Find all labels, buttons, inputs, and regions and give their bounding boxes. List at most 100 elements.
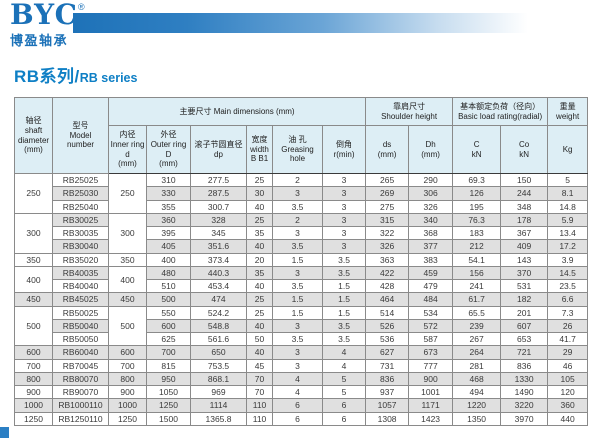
table-row: 900 RB90070 900 1050 969 70 4 5 937 1001 494 1490 12…	[14, 384, 589, 400]
cell-model-number: RB50025	[52, 305, 109, 320]
cell-co-kn: 3970	[500, 411, 549, 426]
cell-chamfer: 3.5	[321, 331, 367, 347]
cell-greasing-hole: 2	[272, 172, 323, 188]
cell-weight: 14.5	[547, 265, 589, 281]
table-row: 250 RB25025 250 310 277.5 25 2 3 265 290 69.3 150 5	[14, 172, 589, 214]
col-header-model-number: 型号 Model number	[52, 97, 109, 174]
cell-dh: 368	[408, 225, 454, 241]
bearing-table: 轴径 shaft diameter (mm) 型号 Model number 主要尺寸 Mai…	[14, 97, 589, 426]
col-header-shaft-diameter: 轴径 shaft diameter (mm)	[14, 97, 53, 174]
cell-greasing-hole: 1.5	[272, 305, 323, 320]
cell-c-kn: 1350	[452, 411, 502, 426]
group-header-main-dimensions: 主要尺寸 Main dimensions (mm)	[107, 97, 367, 126]
cell-greasing-hole: 3.5	[272, 331, 323, 347]
group-header-load-rating: 基本额定负荷（径向） Basic load rating(radial)	[452, 97, 549, 126]
cell-width: 30	[246, 186, 273, 201]
cell-c-kn: 54.1	[452, 252, 502, 267]
cell-chamfer: 4	[321, 345, 367, 360]
cell-ds: 731	[365, 358, 410, 373]
table-row: RB30040 405 351.6 40 3.5 3 326 377 212 409 17.2	[15, 239, 589, 254]
cell-width: 110	[246, 411, 273, 426]
cell-dh: 777	[408, 358, 454, 373]
cell-greasing-hole: 6	[272, 398, 323, 413]
cell-ds: 464	[365, 292, 410, 307]
col-header-kg: Kg	[547, 125, 589, 174]
cell-ds: 275	[365, 199, 410, 214]
cell-co-kn: 150	[500, 172, 549, 188]
col-header-inner-ring: 内径 Inner ring d (mm)	[108, 125, 147, 174]
cell-c-kn: 156	[452, 265, 502, 281]
cell-model-number: RB60040	[52, 345, 109, 360]
cell-pitch-diameter: 373.4	[190, 252, 247, 267]
cell-shaft-diameter: 600	[14, 345, 53, 360]
cell-dh: 1171	[408, 398, 454, 413]
cell-chamfer: 1.5	[321, 305, 367, 320]
cell-c-kn: 241	[452, 278, 502, 294]
cell-outer-ring: 550	[146, 305, 191, 320]
cell-weight: 3.9	[547, 252, 589, 267]
col-header-greasing-hole: 油 孔 Greasing hole	[272, 125, 323, 174]
table-row: 350 RB35020 350 400 373.4 20 1.5 3.5 363 383 54.1 1…	[14, 252, 589, 267]
cell-width: 110	[246, 398, 273, 413]
col-header-dh: Dh (mm)	[408, 125, 454, 174]
cell-dh: 479	[408, 278, 454, 294]
cell-chamfer: 3.5	[321, 318, 367, 334]
cell-greasing-hole: 3	[272, 345, 323, 360]
cell-outer-ring: 400	[146, 252, 191, 267]
cell-ds: 536	[365, 331, 410, 347]
cell-pitch-diameter: 440.3	[190, 265, 247, 281]
cell-outer-ring: 510	[146, 278, 191, 294]
cell-c-kn: 65.5	[452, 305, 502, 320]
col-header-roller-pitch-diameter: 滚子节圆直径 dp	[190, 125, 247, 174]
cell-pitch-diameter: 1114	[190, 398, 247, 413]
cell-co-kn: 1490	[500, 384, 549, 400]
cell-co-kn: 370	[500, 265, 549, 281]
cell-model-number: RB1000110	[52, 398, 109, 413]
cell-weight: 23.5	[547, 278, 589, 294]
cell-chamfer: 6	[321, 398, 367, 413]
cell-greasing-hole: 3.5	[272, 278, 323, 294]
cell-co-kn: 178	[500, 212, 549, 228]
cell-chamfer: 1.5	[321, 292, 367, 307]
cell-shaft-diameter: 350	[14, 252, 53, 267]
cell-outer-ring: 600	[146, 318, 191, 334]
cell-model-number: RB90070	[52, 384, 109, 400]
table-row: 1250 RB1250110 1250 1500 1365.8 110 6 6 1308 1423…	[14, 411, 589, 426]
table-row: 1000 RB1000110 1000 1250 1114 110 6 6 1057 1171 12…	[14, 398, 589, 413]
cell-outer-ring: 360	[146, 212, 191, 228]
cell-shaft-diameter: 800	[14, 371, 53, 387]
cell-inner-ring: 450	[108, 292, 147, 307]
cell-model-number: RB40035	[52, 265, 109, 281]
table-row: RB50040 600 548.8 40 3 3.5 526 572 239 607 26	[15, 318, 589, 334]
cell-model-number: RB50050	[52, 331, 109, 347]
cell-pitch-diameter: 474	[190, 292, 247, 307]
cell-weight: 105	[547, 371, 589, 387]
cell-width: 35	[246, 225, 273, 241]
cell-ds: 422	[365, 265, 410, 281]
cell-model-number: RB25025	[52, 172, 109, 188]
table-row: 400 RB40035 400 480 440.3 35 3 3.5 422 459 156 370 1…	[14, 265, 589, 294]
cell-greasing-hole: 1.5	[272, 292, 323, 307]
page-title: RB系列/RB series	[14, 62, 137, 87]
cell-model-number: RB30025	[52, 212, 109, 228]
cell-co-kn: 721	[500, 345, 549, 360]
cell-pitch-diameter: 328	[190, 212, 247, 228]
cell-ds: 1057	[365, 398, 410, 413]
cell-inner-ring: 300	[108, 212, 147, 254]
cell-co-kn: 3220	[500, 398, 549, 413]
cell-outer-ring: 405	[146, 239, 191, 254]
cell-c-kn: 468	[452, 371, 502, 387]
cell-dh: 340	[408, 212, 454, 228]
cell-co-kn: 367	[500, 225, 549, 241]
cell-width: 40	[246, 278, 273, 294]
cell-weight: 120	[547, 384, 589, 400]
cell-model-number: RB70045	[52, 358, 109, 373]
cell-ds: 1308	[365, 411, 410, 426]
cell-model-number: RB50040	[52, 318, 109, 334]
cell-inner-ring: 400	[108, 265, 147, 294]
cell-inner-ring: 800	[108, 371, 147, 387]
cell-dh: 587	[408, 331, 454, 347]
cell-ds: 363	[365, 252, 410, 267]
cell-dh: 383	[408, 252, 454, 267]
cell-co-kn: 201	[500, 305, 549, 320]
